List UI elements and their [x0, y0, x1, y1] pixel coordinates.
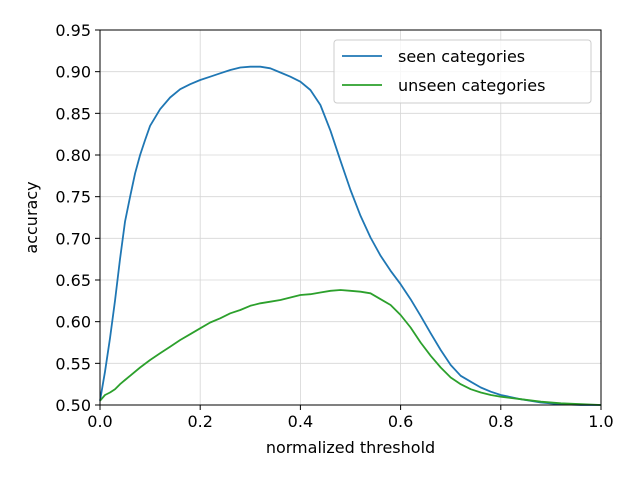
- y-axis-label: accuracy: [22, 181, 41, 253]
- plot-frame: [99, 29, 602, 406]
- x-tick-label: 0.0: [87, 412, 112, 431]
- legend-label: seen categories: [398, 47, 525, 66]
- legend-label: unseen categories: [398, 76, 545, 95]
- series-line-seen: [99, 65, 601, 406]
- y-tick-label: 0.60: [55, 313, 91, 332]
- series-line-unseen: [99, 289, 602, 406]
- x-axis-label: normalized threshold: [266, 438, 435, 457]
- legend-box: [333, 39, 592, 104]
- legend: seen categories unseen categories: [333, 39, 592, 104]
- y-tick-label: 0.50: [55, 396, 91, 415]
- x-tick-label: 0.4: [288, 412, 313, 431]
- axis-ticks: 0.0 0.2 0.4 0.6 0.8 1.0 0.50 0.55 0.60 0.65 0.70 0.…: [55, 21, 613, 431]
- x-tick-label: 0.6: [388, 412, 413, 431]
- y-tick-label: 0.80: [55, 146, 91, 165]
- series-layer: [99, 65, 602, 406]
- y-tick-label: 0.70: [55, 229, 91, 248]
- x-tick-label: 1.0: [588, 412, 613, 431]
- x-tick-label: 0.2: [187, 412, 212, 431]
- y-tick-label: 0.65: [55, 271, 91, 290]
- x-tick-label: 0.8: [488, 412, 513, 431]
- y-tick-label: 0.90: [55, 63, 91, 82]
- y-tick-label: 0.85: [55, 104, 91, 123]
- y-tick-label: 0.75: [55, 188, 91, 207]
- y-tick-label: 0.95: [55, 21, 91, 40]
- y-tick-label: 0.55: [55, 354, 91, 373]
